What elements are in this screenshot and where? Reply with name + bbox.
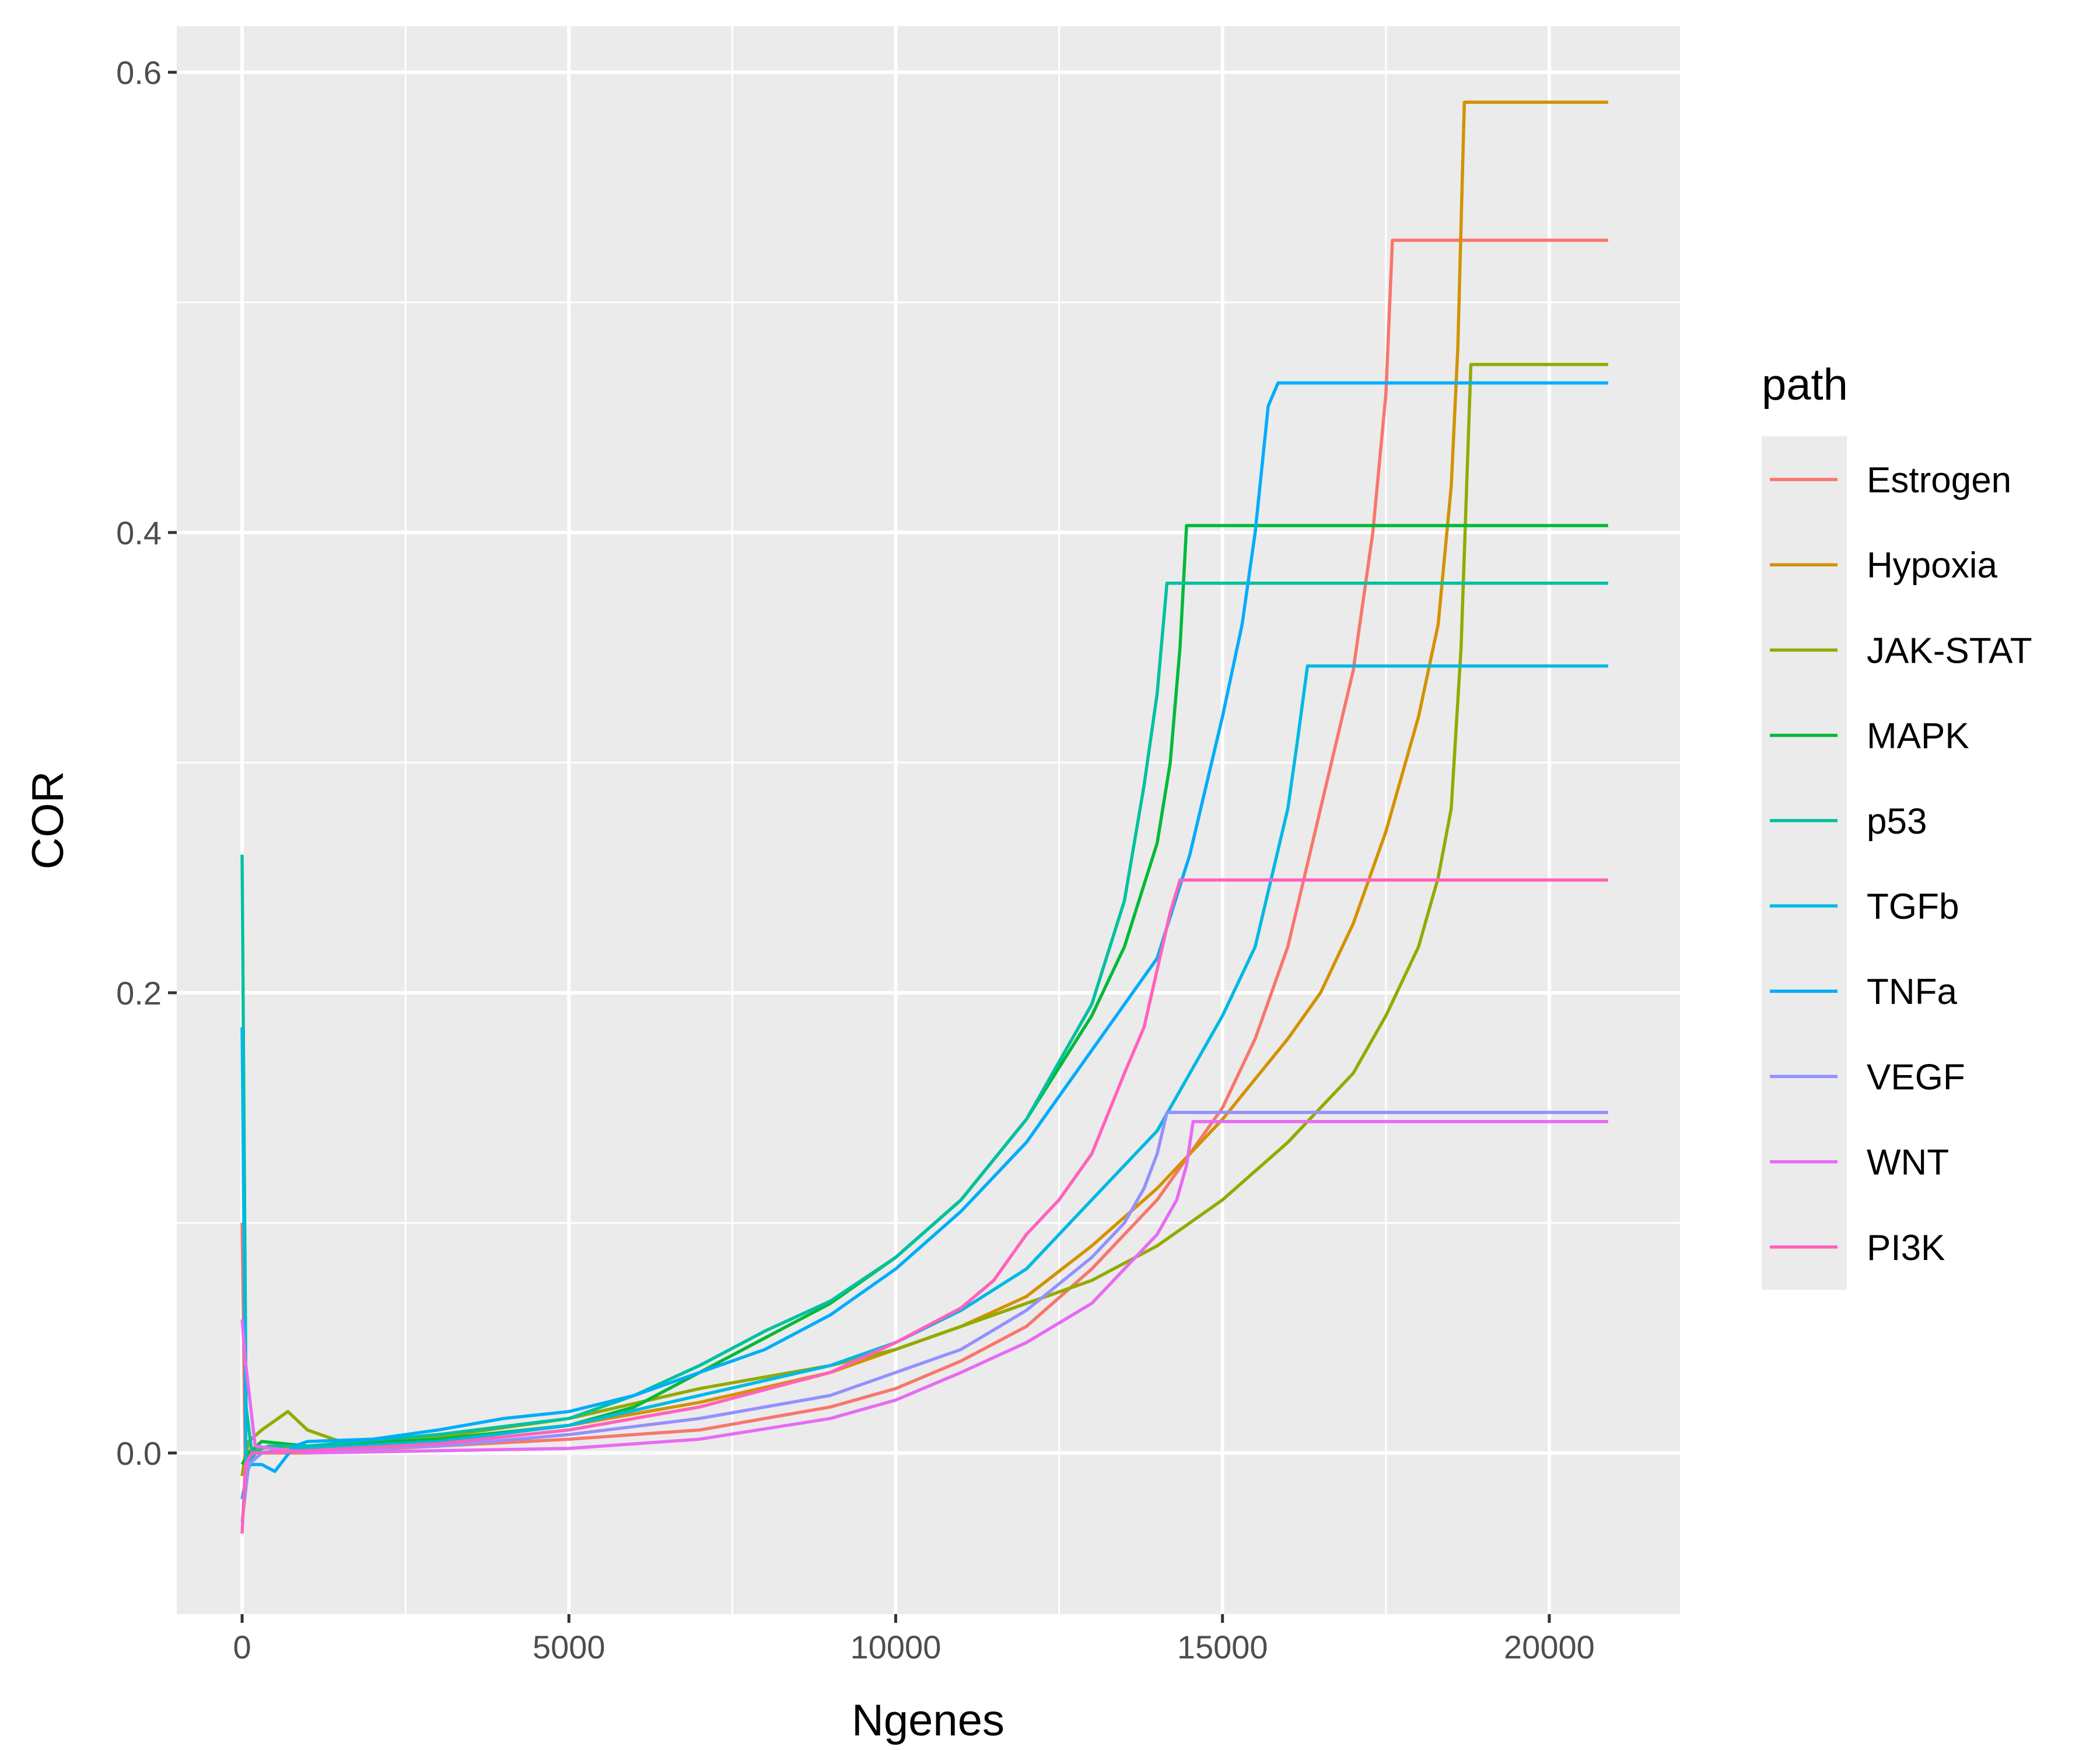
legend-label: p53 xyxy=(1867,802,1927,842)
minor-gridlines xyxy=(177,26,1680,1614)
series-line-p53 xyxy=(240,581,1608,1455)
legend-label: VEGF xyxy=(1867,1057,1965,1097)
legend-label: Hypoxia xyxy=(1867,545,1998,586)
series-lines xyxy=(240,100,1608,1534)
x-axis-title: Ngenes xyxy=(852,1696,1005,1745)
y-axis-title: COR xyxy=(23,771,73,870)
legend-label: PI3K xyxy=(1867,1228,1945,1268)
series-line-jak-stat xyxy=(240,363,1608,1476)
y-tick-label: 0.0 xyxy=(116,1435,162,1472)
legend-label: WNT xyxy=(1867,1143,1949,1183)
plot-panel xyxy=(177,26,1680,1614)
legend-title: path xyxy=(1762,360,1848,410)
y-tick-label: 0.6 xyxy=(116,54,162,91)
legend-label: TGFb xyxy=(1867,887,1959,927)
series-line-tnfa xyxy=(240,381,1608,1500)
series-line-pi3k xyxy=(240,878,1608,1534)
y-tick-label: 0.2 xyxy=(116,975,162,1012)
y-tick-label: 0.4 xyxy=(116,514,162,551)
x-tick-label: 15000 xyxy=(1177,1629,1268,1665)
legend-items: Estrogen Hypoxia JAK-STAT MAPK p53 TGFb TNFa VE… xyxy=(1770,460,2032,1268)
y-axis-ticks: 0.0 0.2 0.4 0.6 xyxy=(116,54,177,1472)
x-tick-label: 5000 xyxy=(533,1629,606,1665)
legend-label: Estrogen xyxy=(1867,460,2011,501)
series-line-tgfb xyxy=(240,664,1608,1466)
legend-key-background xyxy=(1762,436,1847,1290)
legend-label: JAK-STAT xyxy=(1867,631,2032,671)
x-axis-ticks: 0 5000 10000 15000 20000 xyxy=(233,1614,1595,1665)
legend: path Estrogen Hypoxia JAK-STAT MAPK p53 TGFb T… xyxy=(1762,360,2032,1290)
x-tick-label: 10000 xyxy=(850,1629,942,1665)
x-tick-label: 0 xyxy=(233,1629,251,1665)
legend-label: TNFa xyxy=(1867,972,1958,1012)
legend-label: MAPK xyxy=(1867,716,1969,757)
x-tick-label: 20000 xyxy=(1504,1629,1595,1665)
